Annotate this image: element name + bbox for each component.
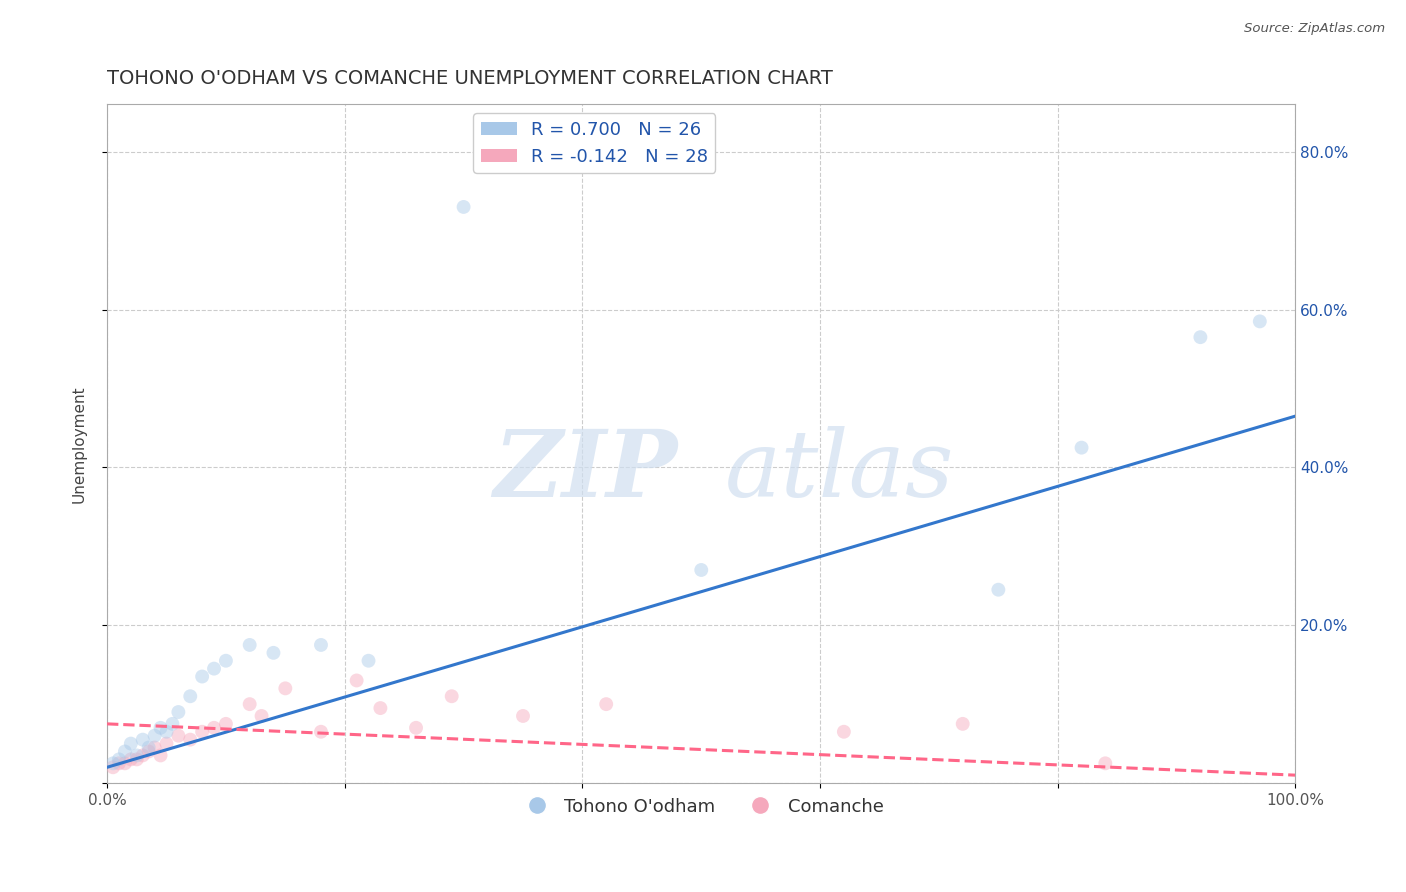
- Point: [114, 744, 136, 758]
- Point: [120, 737, 142, 751]
- Point: [1189, 330, 1212, 344]
- Point: [405, 721, 427, 735]
- Point: [108, 756, 131, 771]
- Point: [143, 740, 166, 755]
- Point: [239, 697, 262, 711]
- Point: [191, 724, 214, 739]
- Point: [125, 752, 148, 766]
- Point: [215, 654, 238, 668]
- Point: [120, 752, 142, 766]
- Legend: Tohono O'odham, Comanche: Tohono O'odham, Comanche: [512, 790, 890, 823]
- Point: [309, 638, 332, 652]
- Point: [512, 709, 534, 723]
- Point: [125, 748, 148, 763]
- Point: [101, 756, 124, 771]
- Point: [595, 697, 617, 711]
- Point: [440, 690, 463, 704]
- Point: [262, 646, 284, 660]
- Point: [309, 724, 332, 739]
- Point: [191, 669, 214, 683]
- Point: [162, 717, 184, 731]
- Point: [832, 724, 855, 739]
- Point: [987, 582, 1010, 597]
- Point: [167, 705, 190, 719]
- Point: [143, 729, 166, 743]
- Point: [274, 681, 297, 696]
- Point: [690, 563, 713, 577]
- Point: [132, 732, 155, 747]
- Point: [453, 200, 475, 214]
- Point: [370, 701, 392, 715]
- Point: [138, 744, 160, 758]
- Point: [215, 717, 238, 731]
- Point: [1094, 756, 1116, 771]
- Point: [346, 673, 368, 688]
- Point: [1249, 314, 1271, 328]
- Point: [179, 732, 201, 747]
- Y-axis label: Unemployment: Unemployment: [72, 384, 86, 502]
- Point: [155, 737, 177, 751]
- Point: [202, 721, 225, 735]
- Point: [149, 748, 172, 763]
- Point: [239, 638, 262, 652]
- Point: [108, 752, 131, 766]
- Text: Source: ZipAtlas.com: Source: ZipAtlas.com: [1244, 22, 1385, 36]
- Point: [179, 690, 201, 704]
- Text: TOHONO O'ODHAM VS COMANCHE UNEMPLOYMENT CORRELATION CHART: TOHONO O'ODHAM VS COMANCHE UNEMPLOYMENT …: [107, 69, 832, 87]
- Point: [952, 717, 974, 731]
- Point: [155, 724, 177, 739]
- Point: [132, 748, 155, 763]
- Point: [357, 654, 380, 668]
- Point: [149, 721, 172, 735]
- Text: ZIP: ZIP: [494, 425, 678, 516]
- Point: [202, 662, 225, 676]
- Point: [138, 740, 160, 755]
- Text: atlas: atlas: [725, 425, 955, 516]
- Point: [114, 756, 136, 771]
- Point: [167, 729, 190, 743]
- Point: [101, 760, 124, 774]
- Point: [1070, 441, 1092, 455]
- Point: [250, 709, 273, 723]
